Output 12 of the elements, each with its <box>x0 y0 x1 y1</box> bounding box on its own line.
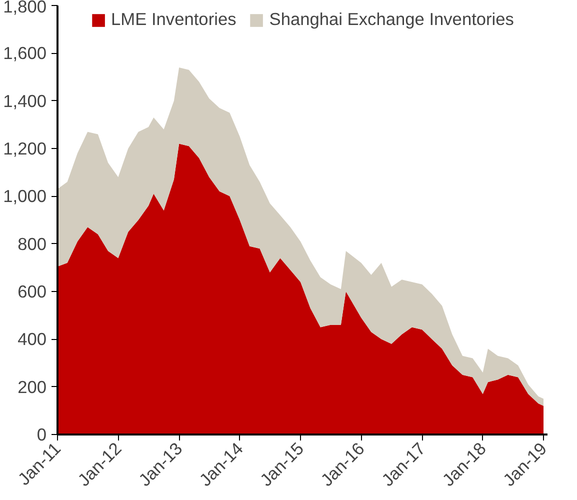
y-tick-label: 600 <box>18 282 47 302</box>
y-tick-label: 800 <box>18 234 47 254</box>
y-tick-label: 1,800 <box>3 0 47 16</box>
legend-label: LME Inventories <box>111 9 236 30</box>
y-tick-label: 1,200 <box>3 138 47 158</box>
y-tick-label: 400 <box>18 329 47 350</box>
legend-label: Shanghai Exchange Inventories <box>269 9 514 30</box>
y-tick-label: 1,600 <box>3 43 47 64</box>
y-tick-label: 1,400 <box>3 90 47 111</box>
y-tick-label: 0 <box>36 424 47 444</box>
y-tick-label: 1,000 <box>3 186 47 206</box>
y-tick-label: 200 <box>18 376 47 397</box>
